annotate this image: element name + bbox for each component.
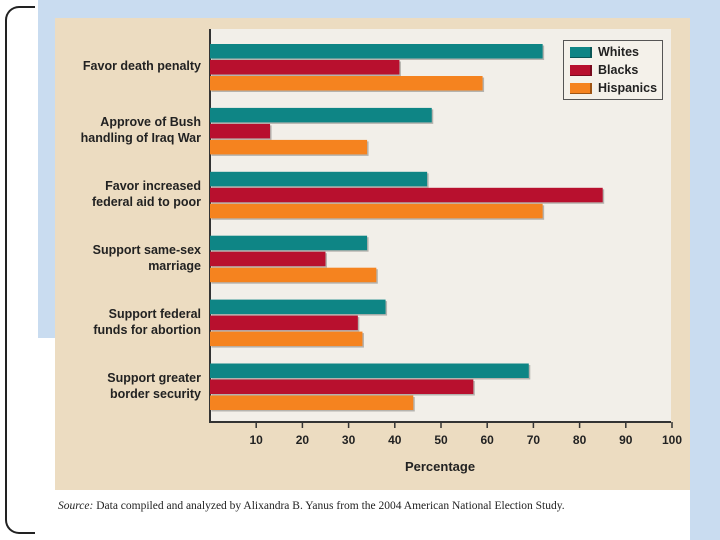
bar-blacks-support-greater-border-security	[210, 379, 474, 394]
left-notch	[0, 338, 55, 540]
caption-area	[55, 490, 690, 540]
legend-label-whites: Whites	[598, 45, 639, 59]
x-tick-label-10: 10	[249, 433, 263, 447]
category-label-line: marriage	[148, 258, 201, 273]
x-tick-label-20: 20	[295, 433, 310, 447]
category-label-favor-death-penalty: Favor death penalty	[56, 58, 201, 74]
x-tick-label-80: 80	[572, 433, 587, 447]
bar-whites-favor-death-penalty	[210, 44, 543, 59]
category-label-favor-increased-federal-aid-to-poor: Favor increased federal aid to poor	[56, 178, 201, 210]
category-label-line: Support greater	[107, 370, 201, 385]
source-note: Source: Data compiled and analyzed by Al…	[58, 500, 565, 512]
bar-hispanics-support-same-sex-marriage	[210, 267, 377, 283]
bar-hispanics-approve-of-bush-handling-of-iraq-war	[210, 139, 368, 155]
category-label-line: Support federal	[108, 306, 201, 321]
bar-whites-support-same-sex-marriage	[210, 235, 368, 251]
category-label-support-federal-funds-for-abortion: Support federal funds for abortion	[56, 306, 201, 338]
bar-hispanics-support-federal-funds-for-abortion	[210, 331, 363, 347]
legend: Whites Blacks Hispanics	[563, 40, 663, 100]
legend-label-blacks: Blacks	[598, 63, 639, 77]
category-label-line: handling of Iraq War	[80, 131, 201, 146]
bar-blacks-support-federal-funds-for-abortion	[210, 315, 358, 331]
category-label-line: Favor death penalty	[82, 59, 201, 74]
category-label-line: Favor increased	[105, 179, 201, 194]
bar-blacks-support-same-sex-marriage	[210, 251, 326, 267]
bar-blacks-approve-of-bush-handling-of-iraq-war	[210, 123, 271, 139]
x-axis-label: Percentage	[404, 459, 476, 474]
category-label-support-greater-border-security: Support greater border security	[56, 370, 201, 402]
category-label-line: Support same-sex	[92, 242, 201, 257]
legend-label-hispanics: Hispanics	[598, 81, 658, 95]
legend-swatch-whites	[570, 47, 592, 59]
category-label-approve-of-bush-handling-of-iraq-war: Approve of Bush handling of Iraq War	[56, 114, 201, 146]
x-tick-label-50: 50	[434, 433, 448, 447]
x-tick-label-70: 70	[526, 433, 541, 447]
legend-swatch-blacks	[570, 65, 592, 77]
category-label-line: funds for abortion	[93, 322, 201, 337]
x-tick-label-60: 60	[480, 433, 494, 447]
legend-swatch-hispanics	[570, 83, 592, 95]
left-bracket	[5, 6, 35, 534]
category-label-line: Approve of Bush	[100, 115, 201, 130]
x-tick-label-90: 90	[619, 433, 633, 447]
category-label-support-same-sex-marriage: Support same-sex marriage	[56, 242, 201, 274]
x-tick-label-100: 100	[661, 433, 683, 447]
bar-whites-support-federal-funds-for-abortion	[210, 299, 386, 315]
source-text: Data compiled and analyzed by Alixandra …	[96, 500, 565, 512]
x-tick-label-30: 30	[341, 433, 356, 447]
x-tick-label-40: 40	[388, 433, 402, 447]
bar-hispanics-favor-death-penalty	[210, 76, 483, 91]
category-label-line: federal aid to poor	[91, 195, 201, 210]
bar-whites-support-greater-border-security	[210, 363, 529, 378]
legend-item-blacks: Blacks	[570, 62, 638, 78]
bar-blacks-favor-death-penalty	[210, 60, 400, 75]
category-label-line: border security	[109, 386, 201, 401]
bar-whites-approve-of-bush-handling-of-iraq-war	[210, 107, 432, 123]
legend-item-whites: Whites	[570, 44, 639, 60]
bar-hispanics-support-greater-border-security	[210, 395, 414, 410]
bar-hispanics-favor-increased-federal-aid-to-poor	[210, 203, 543, 219]
legend-item-hispanics: Hispanics	[570, 80, 657, 96]
source-prefix: Source:	[58, 500, 94, 512]
bar-blacks-favor-increased-federal-aid-to-poor	[210, 187, 603, 203]
bar-whites-favor-increased-federal-aid-to-poor	[210, 171, 428, 187]
